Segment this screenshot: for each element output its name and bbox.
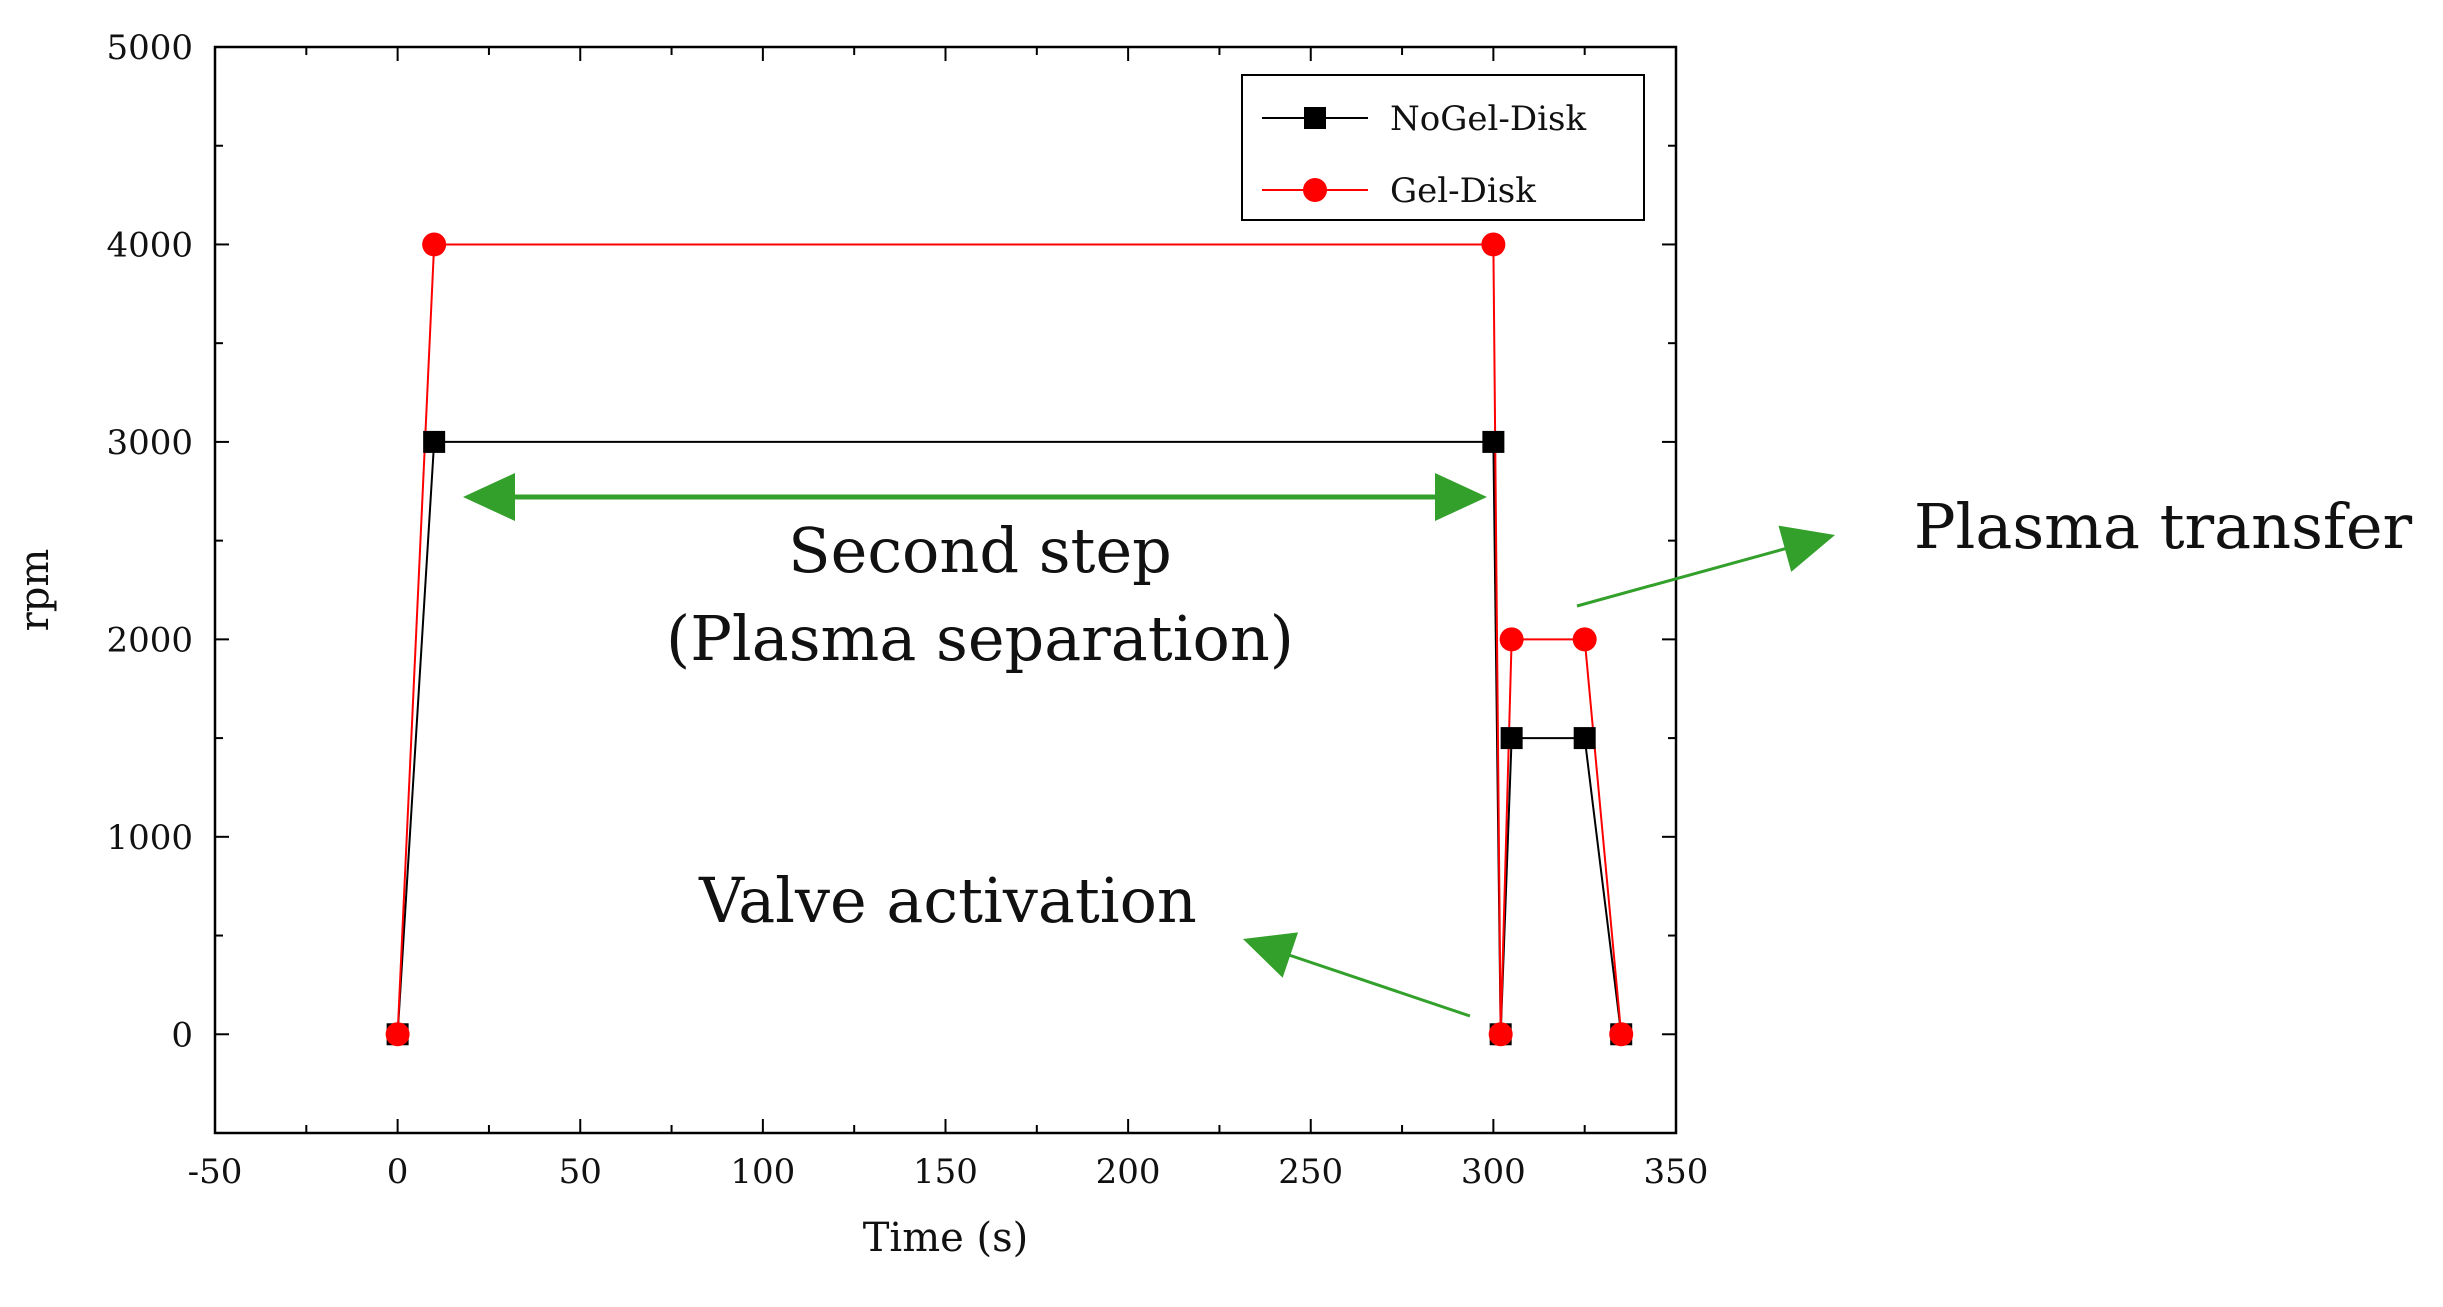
valve-activation-arrow-shaft	[1279, 950, 1471, 1018]
legend-label: NoGel-Disk	[1390, 99, 1586, 139]
legend: NoGel-Disk Gel-Disk	[1241, 74, 1645, 221]
x-tick-label: 200	[1096, 1152, 1161, 1192]
data-point-gel-disk	[1609, 1022, 1634, 1047]
y-tick-label: 1000	[106, 818, 193, 858]
y-tick-label: 5000	[106, 28, 193, 68]
x-tick-label: 0	[387, 1152, 409, 1192]
annotation-layer: Second step (Plasma separation) Plasma t…	[463, 473, 2413, 1018]
y-axis-title: rpm	[12, 549, 58, 632]
y-tick-label: 0	[171, 1015, 193, 1055]
series-layer	[385, 232, 1634, 1047]
plasma-transfer-arrow-head	[1778, 525, 1835, 572]
data-point-gel-disk	[385, 1022, 410, 1047]
plasma-transfer-label: Plasma transfer	[1914, 490, 2413, 563]
second-step-label: Second step	[788, 514, 1172, 587]
x-tick-label: 350	[1644, 1152, 1709, 1192]
second-step-arrow-head-right	[1435, 473, 1487, 521]
data-point-gel-disk	[1499, 627, 1524, 652]
y-tick-label: 3000	[106, 423, 193, 463]
data-point-nogel-disk	[423, 430, 446, 453]
valve-activation-label: Valve activation	[698, 864, 1197, 937]
data-point-gel-disk	[422, 232, 447, 257]
data-point-nogel-disk	[1500, 727, 1523, 750]
axes-layer: -50 0 50 100 150 200 250 300 350 0 1000 2000 3000 400…	[12, 28, 1708, 1261]
data-point-gel-disk	[1481, 232, 1506, 257]
legend-marker-gel-disk	[1303, 178, 1327, 202]
data-point-nogel-disk	[1482, 430, 1505, 453]
x-tick-label: 250	[1278, 1152, 1343, 1192]
data-point-nogel-disk	[1573, 727, 1596, 750]
legend-marker-nogel-disk	[1304, 107, 1326, 129]
legend-label: Gel-Disk	[1390, 171, 1536, 211]
second-step-arrow-head-left	[463, 473, 515, 521]
valve-activation-arrow-head	[1243, 932, 1299, 978]
x-axis-title: Time (s)	[863, 1215, 1029, 1261]
x-tick-label: 150	[913, 1152, 978, 1192]
x-tick-label: 50	[559, 1152, 602, 1192]
plasma-separation-label: (Plasma separation)	[666, 602, 1294, 675]
data-point-gel-disk	[1572, 627, 1597, 652]
y-tick-label: 2000	[106, 620, 193, 660]
data-point-gel-disk	[1488, 1022, 1513, 1047]
y-tick-label: 4000	[106, 225, 193, 265]
x-tick-label: -50	[188, 1152, 243, 1192]
x-tick-label: 300	[1461, 1152, 1526, 1192]
x-tick-label: 100	[730, 1152, 795, 1192]
plasma-transfer-arrow-shaft	[1576, 544, 1796, 608]
